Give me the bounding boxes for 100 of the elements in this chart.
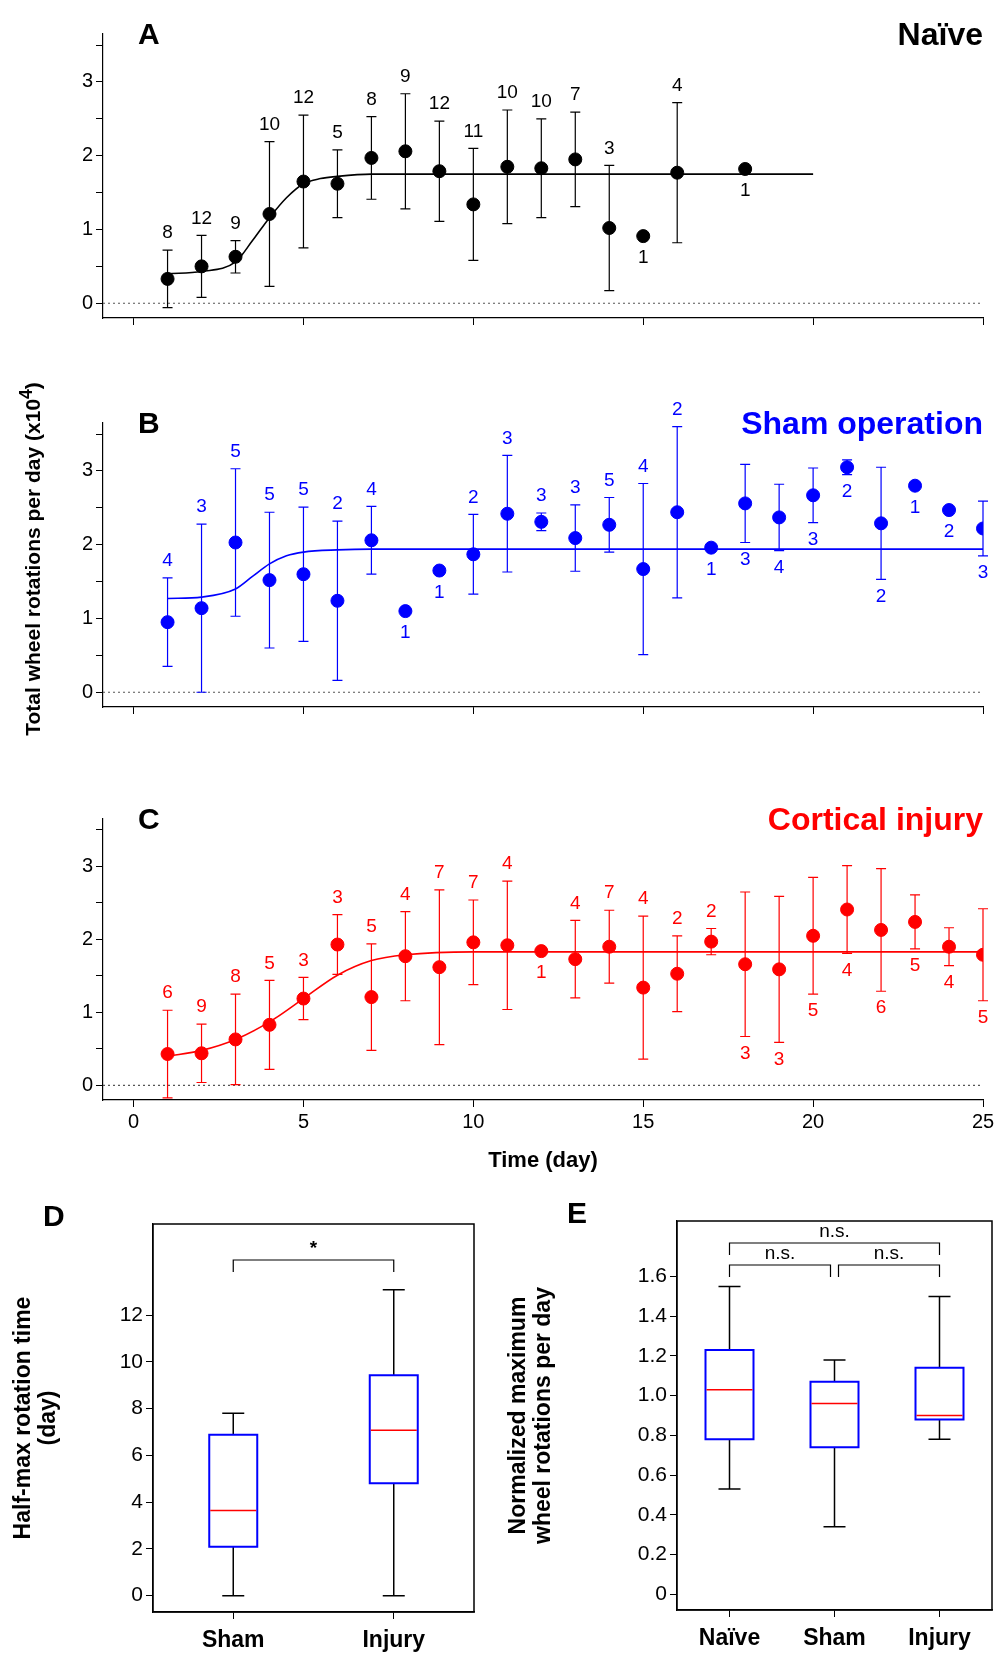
point bbox=[568, 152, 583, 167]
point bbox=[432, 164, 447, 179]
annotation: 4 bbox=[162, 549, 174, 571]
chart-title: Sham operation bbox=[741, 404, 983, 441]
annotation: 4 bbox=[773, 555, 785, 577]
point bbox=[160, 271, 175, 286]
annotation: 7 bbox=[569, 83, 581, 105]
annotation: 5 bbox=[366, 915, 377, 937]
point bbox=[636, 229, 651, 244]
y-tick-label: 8 bbox=[131, 1395, 143, 1419]
x-tick-label: Naïve bbox=[698, 1624, 761, 1651]
y-tick-label: 2 bbox=[81, 926, 93, 949]
annotation: 5 bbox=[807, 999, 819, 1021]
point bbox=[908, 914, 923, 929]
annotation: 2 bbox=[332, 492, 343, 514]
point bbox=[296, 174, 311, 189]
annotation: C bbox=[138, 802, 160, 836]
y-tick-label: 2 bbox=[81, 532, 93, 555]
y-axis-title: Half-max rotation time (day) bbox=[9, 1296, 60, 1540]
x-tick-label: 10 bbox=[462, 1109, 485, 1132]
point bbox=[772, 962, 787, 977]
point bbox=[432, 563, 447, 578]
point bbox=[602, 939, 617, 954]
text: D bbox=[43, 1199, 65, 1233]
annotation: 2 bbox=[705, 899, 717, 921]
y-axis-title: Normalized maximum wheel rotations per day bbox=[504, 1286, 555, 1545]
point bbox=[500, 159, 515, 174]
annotation: 1 bbox=[400, 621, 411, 643]
point bbox=[806, 488, 821, 503]
annotation: 3 bbox=[196, 495, 207, 517]
y-tick-label: 1.4 bbox=[637, 1303, 668, 1327]
annotation: 5 bbox=[909, 954, 921, 976]
annotation: 12 bbox=[428, 92, 450, 114]
point bbox=[670, 505, 685, 520]
point bbox=[602, 517, 617, 532]
y-tick-label: 0.6 bbox=[637, 1461, 667, 1485]
annotation: 2 bbox=[841, 479, 853, 501]
point bbox=[534, 944, 549, 959]
annotation: 9 bbox=[400, 64, 411, 86]
point bbox=[738, 957, 753, 972]
y-tick-label: 0 bbox=[81, 679, 93, 702]
annotation: 12 bbox=[292, 86, 315, 108]
annotation: 4 bbox=[841, 958, 853, 980]
annotation: * bbox=[309, 1237, 318, 1259]
annotation: 10 bbox=[530, 90, 552, 112]
point bbox=[738, 496, 753, 511]
annotation: 4 bbox=[671, 73, 683, 95]
annotation: 6 bbox=[162, 981, 173, 1003]
point bbox=[772, 510, 787, 525]
annotation: 4 bbox=[569, 891, 581, 913]
point bbox=[466, 547, 481, 562]
point bbox=[398, 604, 413, 619]
y-tick-label: 0.8 bbox=[637, 1422, 667, 1446]
point bbox=[330, 937, 345, 952]
point bbox=[194, 1046, 209, 1061]
point bbox=[398, 144, 413, 159]
point bbox=[840, 902, 855, 917]
x-tick-label: 25 bbox=[971, 1109, 995, 1132]
x-tick-label: Sham bbox=[201, 1626, 265, 1653]
point bbox=[262, 573, 277, 588]
point bbox=[228, 249, 243, 264]
point bbox=[262, 206, 277, 221]
point bbox=[194, 601, 209, 616]
annotation: 3 bbox=[977, 561, 989, 583]
annotation: 10 bbox=[496, 81, 518, 103]
y-tick-label: 0 bbox=[655, 1580, 667, 1604]
point bbox=[364, 533, 379, 548]
point bbox=[534, 161, 549, 176]
point bbox=[466, 197, 481, 212]
point bbox=[500, 938, 515, 953]
y-tick-label: 12 bbox=[119, 1301, 143, 1325]
y-tick-label: 1 bbox=[81, 606, 93, 628]
annotation: 5 bbox=[264, 951, 275, 973]
y-tick-label: 2 bbox=[131, 1535, 143, 1559]
annotation: 3 bbox=[332, 885, 343, 907]
point bbox=[228, 535, 243, 550]
annotation: 1 bbox=[739, 179, 751, 201]
annotation: 1 bbox=[909, 495, 921, 517]
annotation: 5 bbox=[332, 121, 343, 143]
y-tick-label: 1 bbox=[81, 999, 93, 1022]
point bbox=[330, 176, 345, 191]
annotation: 3 bbox=[536, 484, 547, 506]
y-tick-label: 0.4 bbox=[637, 1501, 668, 1525]
point bbox=[466, 935, 481, 950]
point bbox=[330, 593, 345, 608]
annotation: 3 bbox=[739, 1041, 751, 1063]
point bbox=[704, 540, 719, 555]
y-tick-label: 4 bbox=[131, 1488, 144, 1512]
y-tick-label: 6 bbox=[131, 1442, 143, 1466]
x-tick-label: 20 bbox=[801, 1109, 825, 1132]
text: E bbox=[567, 1196, 588, 1230]
point bbox=[874, 922, 889, 937]
y-tick-label: 0.2 bbox=[637, 1541, 667, 1565]
x-tick-label: 5 bbox=[297, 1109, 310, 1132]
annotation: 12 bbox=[190, 206, 213, 228]
annotation: 4 bbox=[502, 852, 514, 874]
x-axis-title: Time (day) bbox=[488, 1146, 598, 1172]
x-tick-label: Injury bbox=[908, 1624, 972, 1651]
annotation: 9 bbox=[230, 211, 241, 233]
annotation: 5 bbox=[230, 439, 241, 461]
